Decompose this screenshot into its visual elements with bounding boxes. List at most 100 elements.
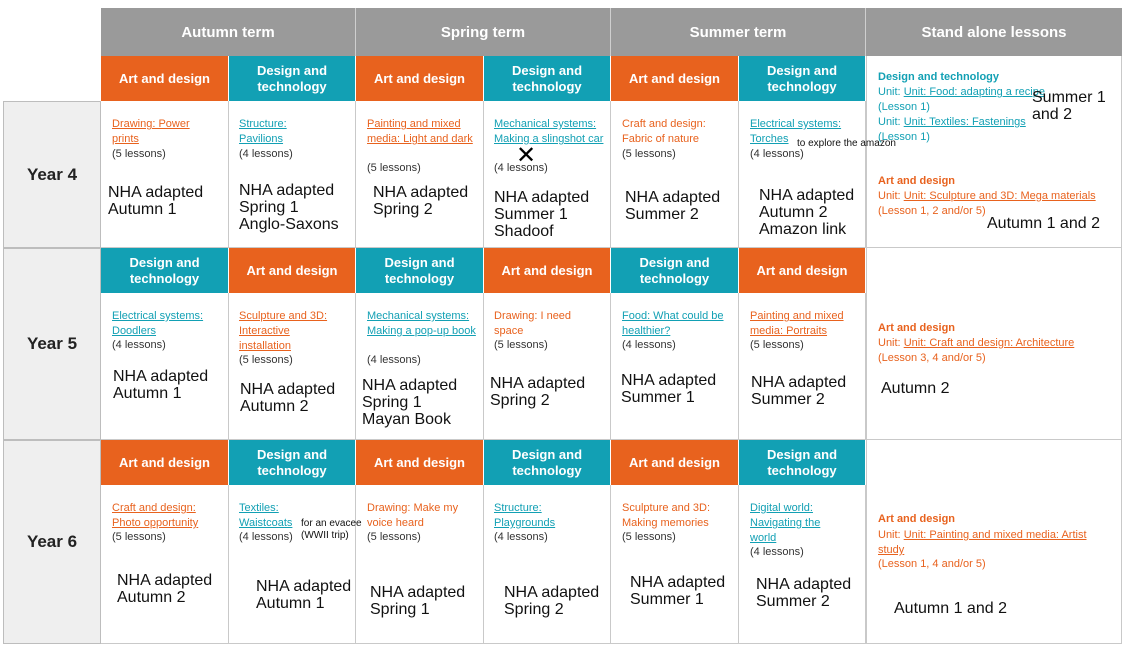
handwritten-note: Autumn 1 and 2 <box>894 600 1007 617</box>
subject-header-art: Art and design <box>611 440 739 485</box>
subject-header-art: Art and design <box>739 248 866 293</box>
unit-cell <box>611 293 739 440</box>
unit-cell <box>229 293 356 440</box>
handwritten-note: NHA adapted Autumn 2 <box>117 572 213 606</box>
standalone-lesson: (Lesson 1) <box>878 101 930 113</box>
lesson-count: (4 lessons) <box>750 546 804 558</box>
year-label: Year 5 <box>3 248 101 440</box>
standalone-unit-link[interactable]: Unit: Craft and design: Architecture <box>903 337 1075 349</box>
handwritten-note: NHA adapted Summer 2 <box>751 374 847 408</box>
subject-header-dt: Design and technology <box>484 56 611 101</box>
term-header-spring: Spring term <box>356 8 611 56</box>
handwritten-note: NHA adapted Summer 1 Shadoof <box>494 189 590 240</box>
lesson-count: (4 lessons) <box>367 354 421 366</box>
unit-link[interactable]: Painting and mixed media: Light and dark <box>367 118 473 145</box>
unit-cell <box>611 485 739 644</box>
unit-link[interactable]: Electrical systems: Torches <box>750 118 842 145</box>
unit-link[interactable]: Sculpture and 3D: Interactive installati… <box>239 310 328 352</box>
standalone-lesson: (Lesson 1, 2 and/or 5) <box>878 205 986 217</box>
subject-header-dt: Design and technology <box>229 440 356 485</box>
subject-header-dt: Design and technology <box>356 248 484 293</box>
lesson-count: (5 lessons) <box>112 531 166 543</box>
lesson-count: (4 lessons) <box>750 148 804 160</box>
unit-cell <box>229 101 356 248</box>
standalone-subject-title: Art and design <box>878 175 956 187</box>
standalone-subject-title: Art and design <box>878 322 956 334</box>
unit-link[interactable]: Painting and mixed media: Portraits <box>750 310 844 337</box>
standalone-unit-text: Unit: Unit: Textiles: Fastenings <box>878 116 1026 128</box>
standalone-unit-link[interactable]: Unit: Sculpture and 3D: Mega materials <box>903 190 1096 202</box>
handwritten-note: NHA adapted Summer 1 <box>621 372 717 406</box>
standalone-unit-text: Unit: Unit: Sculpture and 3D: Mega mater… <box>878 190 1096 202</box>
standalone-unit-link[interactable]: Unit: Food: adapting a recipe <box>903 86 1045 98</box>
unit-text: Craft and design: Fabric of nature <box>622 118 706 145</box>
unit-cell <box>101 485 229 644</box>
unit-cell <box>484 101 611 248</box>
unit-link[interactable]: Textiles: Waistcoats <box>239 502 293 529</box>
lesson-count: (5 lessons) <box>750 339 804 351</box>
handwritten-note: NHA adapted Summer 2 <box>756 576 852 610</box>
standalone-lesson: (Lesson 1, 4 and/or 5) <box>878 558 986 570</box>
standalone-unit-link[interactable]: Unit: Painting and mixed media: Artist s… <box>878 529 1087 556</box>
handwritten-note: NHA adapted Summer 1 <box>630 574 726 608</box>
handwritten-note: NHA adapted Spring 2 <box>504 584 600 618</box>
subject-header-art: Art and design <box>101 56 229 101</box>
handwritten-note: NHA adapted Spring 1 Anglo-Saxons <box>239 182 339 233</box>
unit-cell <box>739 485 866 644</box>
unit-link[interactable]: Electrical systems: Doodlers <box>112 310 204 337</box>
standalone-cell <box>866 440 1122 644</box>
lesson-count: (5 lessons) <box>367 162 421 174</box>
handwritten-note: Autumn 1 and 2 <box>987 215 1100 232</box>
unit-link[interactable]: Craft and design: Photo opportunity <box>112 502 199 529</box>
subject-header-dt: Design and technology <box>484 440 611 485</box>
unit-cell <box>101 101 229 248</box>
subject-header-art: Art and design <box>229 248 356 293</box>
handwritten-note: Summer 1 and 2 <box>1032 89 1106 123</box>
year-label: Year 6 <box>3 440 101 644</box>
standalone-subject-title: Design and technology <box>878 71 1000 83</box>
handwritten-note: NHA adapted Autumn 2 Amazon link <box>759 187 855 238</box>
unit-link[interactable]: Food: What could be healthier? <box>622 310 724 337</box>
subject-header-dt: Design and technology <box>739 56 866 101</box>
unit-link[interactable]: Structure: Playgrounds <box>494 502 556 529</box>
subject-header-art: Art and design <box>356 56 484 101</box>
term-header-standalone: Stand alone lessons <box>866 8 1122 56</box>
standalone-subject-title: Art and design <box>878 513 956 525</box>
subject-header-dt: Design and technology <box>229 56 356 101</box>
term-header-autumn: Autumn term <box>101 8 356 56</box>
standalone-unit-link[interactable]: Unit: Textiles: Fastenings <box>903 116 1026 128</box>
unit-link[interactable]: Mechanical systems: Making a pop-up book <box>367 310 476 337</box>
handwritten-note: NHA adapted Autumn 1 <box>108 184 204 218</box>
unit-text: Sculpture and 3D: Making memories <box>622 502 711 529</box>
cross-mark-icon: ✕ <box>516 142 537 169</box>
unit-link[interactable]: Mechanical systems: Making a slingshot c… <box>494 118 604 145</box>
subject-header-dt: Design and technology <box>101 248 229 293</box>
unit-link[interactable]: Drawing: Power prints <box>112 118 190 145</box>
subject-header-art: Art and design <box>611 56 739 101</box>
unit-cell <box>611 101 739 248</box>
subject-header-art: Art and design <box>356 440 484 485</box>
standalone-cell <box>866 56 1122 248</box>
unit-text: Drawing: I need space <box>494 310 572 337</box>
term-header-summer: Summer term <box>611 8 866 56</box>
unit-cell <box>229 485 356 644</box>
unit-cell <box>739 293 866 440</box>
handwritten-note: to explore the amazon <box>797 138 896 149</box>
handwritten-note: for an evacee (WWII trip) <box>301 518 362 541</box>
lesson-count: (4 lessons) <box>239 531 293 543</box>
handwritten-note: Autumn 2 <box>881 380 950 397</box>
handwritten-note: NHA adapted Spring 2 <box>373 184 469 218</box>
standalone-unit-text: Unit: Unit: Food: adapting a recipe <box>878 86 1045 98</box>
unit-cell <box>484 485 611 644</box>
year-label: Year 4 <box>3 101 101 248</box>
unit-link[interactable]: Digital world: Navigating the world <box>750 502 821 544</box>
subject-header-dt: Design and technology <box>739 440 866 485</box>
lesson-count: (5 lessons) <box>494 339 548 351</box>
subject-header-art: Art and design <box>101 440 229 485</box>
standalone-lesson: (Lesson 3, 4 and/or 5) <box>878 352 986 364</box>
unit-cell <box>356 101 484 248</box>
lesson-count: (5 lessons) <box>622 531 676 543</box>
unit-link[interactable]: Structure: Pavilions <box>239 118 287 145</box>
lesson-count: (5 lessons) <box>239 354 293 366</box>
unit-cell <box>484 293 611 440</box>
